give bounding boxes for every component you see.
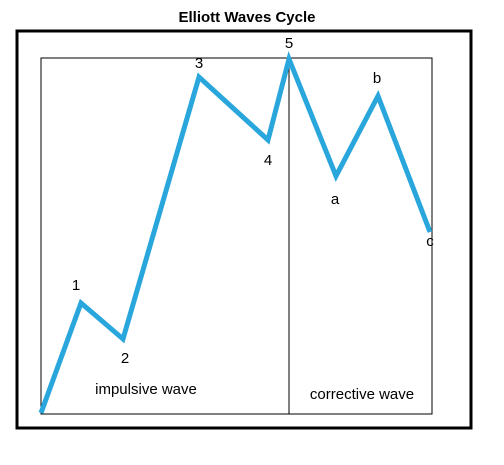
point-label-3: 3: [195, 55, 203, 72]
corrective-wave-caption: corrective wave: [310, 386, 414, 403]
point-label-c: c: [426, 233, 434, 250]
impulsive-wave-caption: impulsive wave: [95, 381, 197, 398]
point-label-4: 4: [264, 152, 272, 169]
point-label-a: a: [331, 191, 340, 208]
point-label-5: 5: [285, 35, 293, 52]
point-label-1: 1: [72, 277, 80, 294]
point-label-b: b: [373, 70, 381, 87]
inner-frame: [40, 57, 433, 415]
outer-frame: [15, 29, 473, 430]
diagram-title: Elliott Waves Cycle: [179, 9, 316, 26]
wave-line: [38, 51, 433, 414]
point-label-2: 2: [121, 350, 129, 367]
